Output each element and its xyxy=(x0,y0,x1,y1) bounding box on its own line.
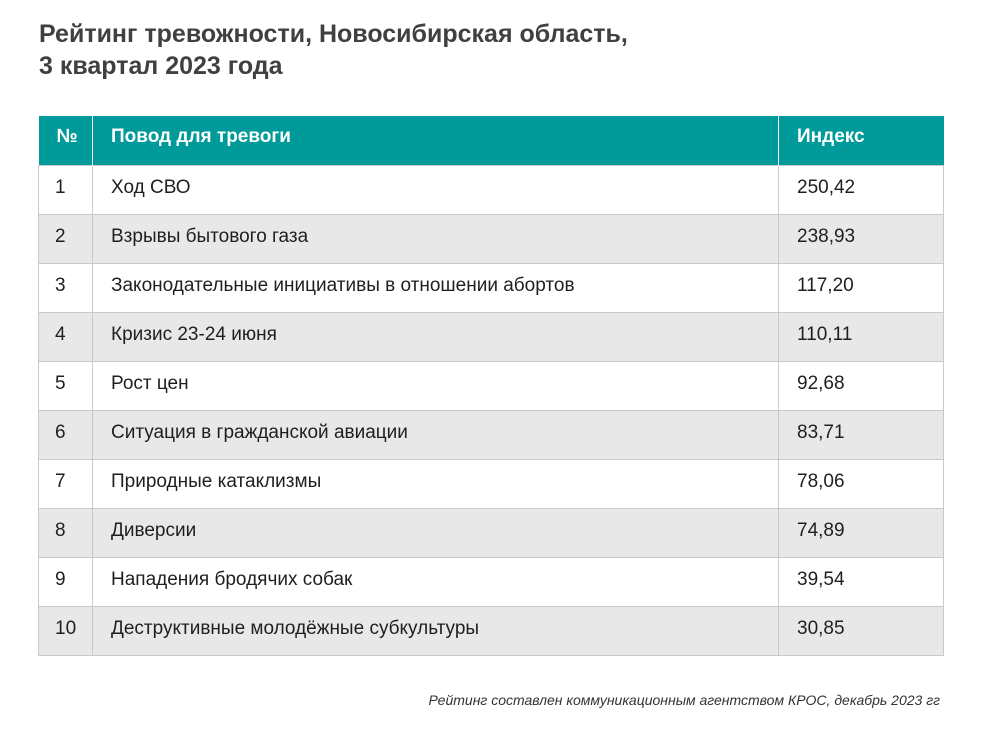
cell-reason: Диверсии xyxy=(92,507,779,558)
cell-reason: Рост цен xyxy=(92,360,779,411)
anxiety-rating-table: № Повод для тревоги Индекс 1 Ход СВО 250… xyxy=(38,116,944,656)
page-title-line-2: 3 квартал 2023 года xyxy=(39,52,283,80)
table-header-row: № Повод для тревоги Индекс xyxy=(38,116,944,165)
cell-reason: Природные катаклизмы xyxy=(92,458,779,509)
cell-reason: Деструктивные молодёжные субкультуры xyxy=(92,605,779,656)
cell-reason: Законодательные инициативы в отношении а… xyxy=(92,262,779,313)
cell-number: 5 xyxy=(38,360,93,411)
anxiety-rating-table-container: № Повод для тревоги Индекс 1 Ход СВО 250… xyxy=(38,116,944,656)
column-header-number: № xyxy=(38,116,93,165)
table-row: 1 Ход СВО 250,42 xyxy=(38,164,944,215)
cell-reason: Нападения бродячих собак xyxy=(92,556,779,607)
cell-number: 1 xyxy=(38,164,93,215)
column-header-reason: Повод для тревоги xyxy=(92,116,779,165)
page-title-line-1: Рейтинг тревожности, Новосибирская облас… xyxy=(39,20,628,48)
cell-number: 10 xyxy=(38,605,93,656)
cell-reason: Взрывы бытового газа xyxy=(92,213,779,264)
table-body: 1 Ход СВО 250,42 2 Взрывы бытового газа … xyxy=(38,164,944,656)
table-row: 9 Нападения бродячих собак 39,54 xyxy=(38,556,944,607)
cell-index: 74,89 xyxy=(778,507,944,558)
cell-index: 78,06 xyxy=(778,458,944,509)
page-title: Рейтинг тревожности, Новосибирская облас… xyxy=(39,18,939,82)
cell-index: 83,71 xyxy=(778,409,944,460)
table-row: 8 Диверсии 74,89 xyxy=(38,507,944,558)
cell-number: 8 xyxy=(38,507,93,558)
cell-index: 30,85 xyxy=(778,605,944,656)
cell-index: 250,42 xyxy=(778,164,944,215)
cell-reason: Кризис 23-24 июня xyxy=(92,311,779,362)
table-row: 3 Законодательные инициативы в отношении… xyxy=(38,262,944,313)
cell-number: 2 xyxy=(38,213,93,264)
cell-index: 238,93 xyxy=(778,213,944,264)
table-row: 6 Ситуация в гражданской авиации 83,71 xyxy=(38,409,944,460)
source-footnote: Рейтинг составлен коммуникационным агент… xyxy=(428,692,941,708)
table-row: 5 Рост цен 92,68 xyxy=(38,360,944,411)
cell-index: 92,68 xyxy=(778,360,944,411)
cell-number: 9 xyxy=(38,556,93,607)
cell-reason: Ситуация в гражданской авиации xyxy=(92,409,779,460)
cell-index: 110,11 xyxy=(778,311,944,362)
table-row: 7 Природные катаклизмы 78,06 xyxy=(38,458,944,509)
cell-number: 6 xyxy=(38,409,93,460)
cell-index: 117,20 xyxy=(778,262,944,313)
column-header-index: Индекс xyxy=(778,116,944,165)
table-row: 10 Деструктивные молодёжные субкультуры … xyxy=(38,605,944,656)
cell-index: 39,54 xyxy=(778,556,944,607)
cell-number: 4 xyxy=(38,311,93,362)
table-row: 4 Кризис 23-24 июня 110,11 xyxy=(38,311,944,362)
cell-number: 7 xyxy=(38,458,93,509)
cell-number: 3 xyxy=(38,262,93,313)
table-row: 2 Взрывы бытового газа 238,93 xyxy=(38,213,944,264)
cell-reason: Ход СВО xyxy=(92,164,779,215)
table-header: № Повод для тревоги Индекс xyxy=(38,116,944,165)
